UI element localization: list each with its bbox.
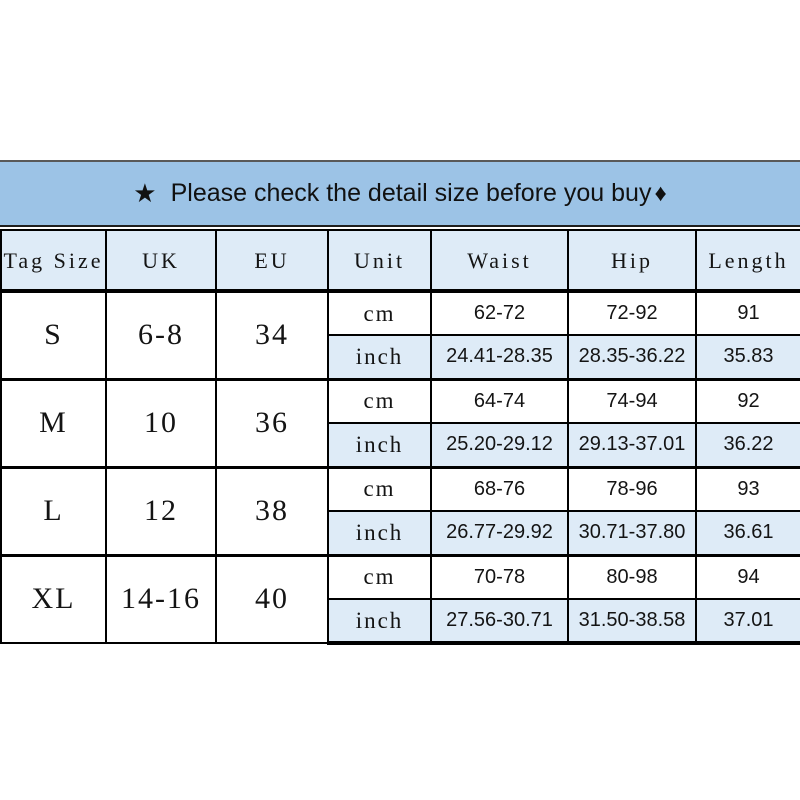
waist-cm-cell: 68-76 — [430, 465, 569, 512]
tag-size-cell: M — [0, 377, 107, 468]
length-cm-cell: 94 — [695, 553, 800, 600]
uk-cell: 6-8 — [105, 289, 217, 380]
diamond-icon: ♦ — [654, 179, 667, 207]
header-row: Tag Size UK EU Unit Waist Hip Length — [0, 229, 800, 293]
eu-cell: 34 — [215, 289, 329, 380]
eu-cell: 38 — [215, 465, 329, 556]
uk-cell: 10 — [105, 377, 217, 468]
hip-inch-cell: 29.13-37.01 — [567, 422, 697, 468]
unit-cm-cell: cm — [327, 553, 432, 600]
size-table: Tag Size UK EU Unit Waist Hip Length S 6… — [0, 229, 800, 645]
unit-inch-cell: inch — [327, 510, 432, 556]
header-eu: EU — [215, 229, 329, 293]
uk-cell: 14-16 — [105, 553, 217, 644]
header-hip: Hip — [567, 229, 697, 293]
unit-inch-cell: inch — [327, 334, 432, 380]
length-cm-cell: 93 — [695, 465, 800, 512]
header-waist: Waist — [430, 229, 569, 293]
table-row-m-inch: inch 25.20-29.12 29.13-37.01 36.22 — [1, 422, 800, 468]
table-row-m-cm: M 10 36 cm 64-74 74-94 92 — [0, 377, 800, 468]
hip-cm-cell: 74-94 — [567, 377, 697, 424]
table-row-s-cm: S 6-8 34 cm 62-72 72-92 91 — [0, 289, 800, 380]
eu-cell: 36 — [215, 377, 329, 468]
hip-inch-cell: 30.71-37.80 — [567, 510, 697, 556]
length-inch-cell: 37.01 — [695, 598, 800, 645]
hip-inch-cell: 28.35-36.22 — [567, 334, 697, 380]
length-inch-cell: 35.83 — [695, 334, 800, 380]
eu-cell: 40 — [215, 553, 329, 644]
table-row-l-cm: L 12 38 cm 68-76 78-96 93 — [0, 465, 800, 556]
header-uk: UK — [105, 229, 217, 293]
waist-cm-cell: 62-72 — [430, 289, 569, 336]
waist-cm-cell: 70-78 — [430, 553, 569, 600]
hip-cm-cell: 78-96 — [567, 465, 697, 512]
unit-cm-cell: cm — [327, 465, 432, 512]
header-tag-size: Tag Size — [0, 229, 107, 293]
unit-cm-cell: cm — [327, 289, 432, 336]
tag-size-cell: L — [0, 465, 107, 556]
hip-cm-cell: 72-92 — [567, 289, 697, 336]
length-inch-cell: 36.22 — [695, 422, 800, 468]
unit-inch-cell: inch — [327, 598, 432, 645]
waist-cm-cell: 64-74 — [430, 377, 569, 424]
hip-cm-cell: 80-98 — [567, 553, 697, 600]
length-cm-cell: 91 — [695, 289, 800, 336]
banner-text: Please check the detail size before you … — [170, 179, 652, 207]
uk-cell: 12 — [105, 465, 217, 556]
length-inch-cell: 36.61 — [695, 510, 800, 556]
unit-cm-cell: cm — [327, 377, 432, 424]
waist-inch-cell: 27.56-30.71 — [430, 598, 569, 645]
waist-inch-cell: 25.20-29.12 — [430, 422, 569, 468]
table-row-l-inch: inch 26.77-29.92 30.71-37.80 36.61 — [1, 510, 800, 556]
table-row-xl-cm: XL 14-16 40 cm 70-78 80-98 94 — [0, 553, 800, 644]
table-row-xl-inch: inch 27.56-30.71 31.50-38.58 37.01 — [1, 598, 800, 645]
waist-inch-cell: 24.41-28.35 — [430, 334, 569, 380]
waist-inch-cell: 26.77-29.92 — [430, 510, 569, 556]
star-icon: ★ — [133, 178, 157, 208]
table-row-s-inch: inch 24.41-28.35 28.35-36.22 35.83 — [1, 334, 800, 380]
length-cm-cell: 92 — [695, 377, 800, 424]
header-length: Length — [695, 229, 800, 293]
hip-inch-cell: 31.50-38.58 — [567, 598, 697, 645]
notice-banner: ★ Please check the detail size before yo… — [0, 160, 800, 227]
tag-size-cell: S — [0, 289, 107, 380]
unit-inch-cell: inch — [327, 422, 432, 468]
header-unit: Unit — [327, 229, 432, 293]
tag-size-cell: XL — [0, 553, 107, 644]
